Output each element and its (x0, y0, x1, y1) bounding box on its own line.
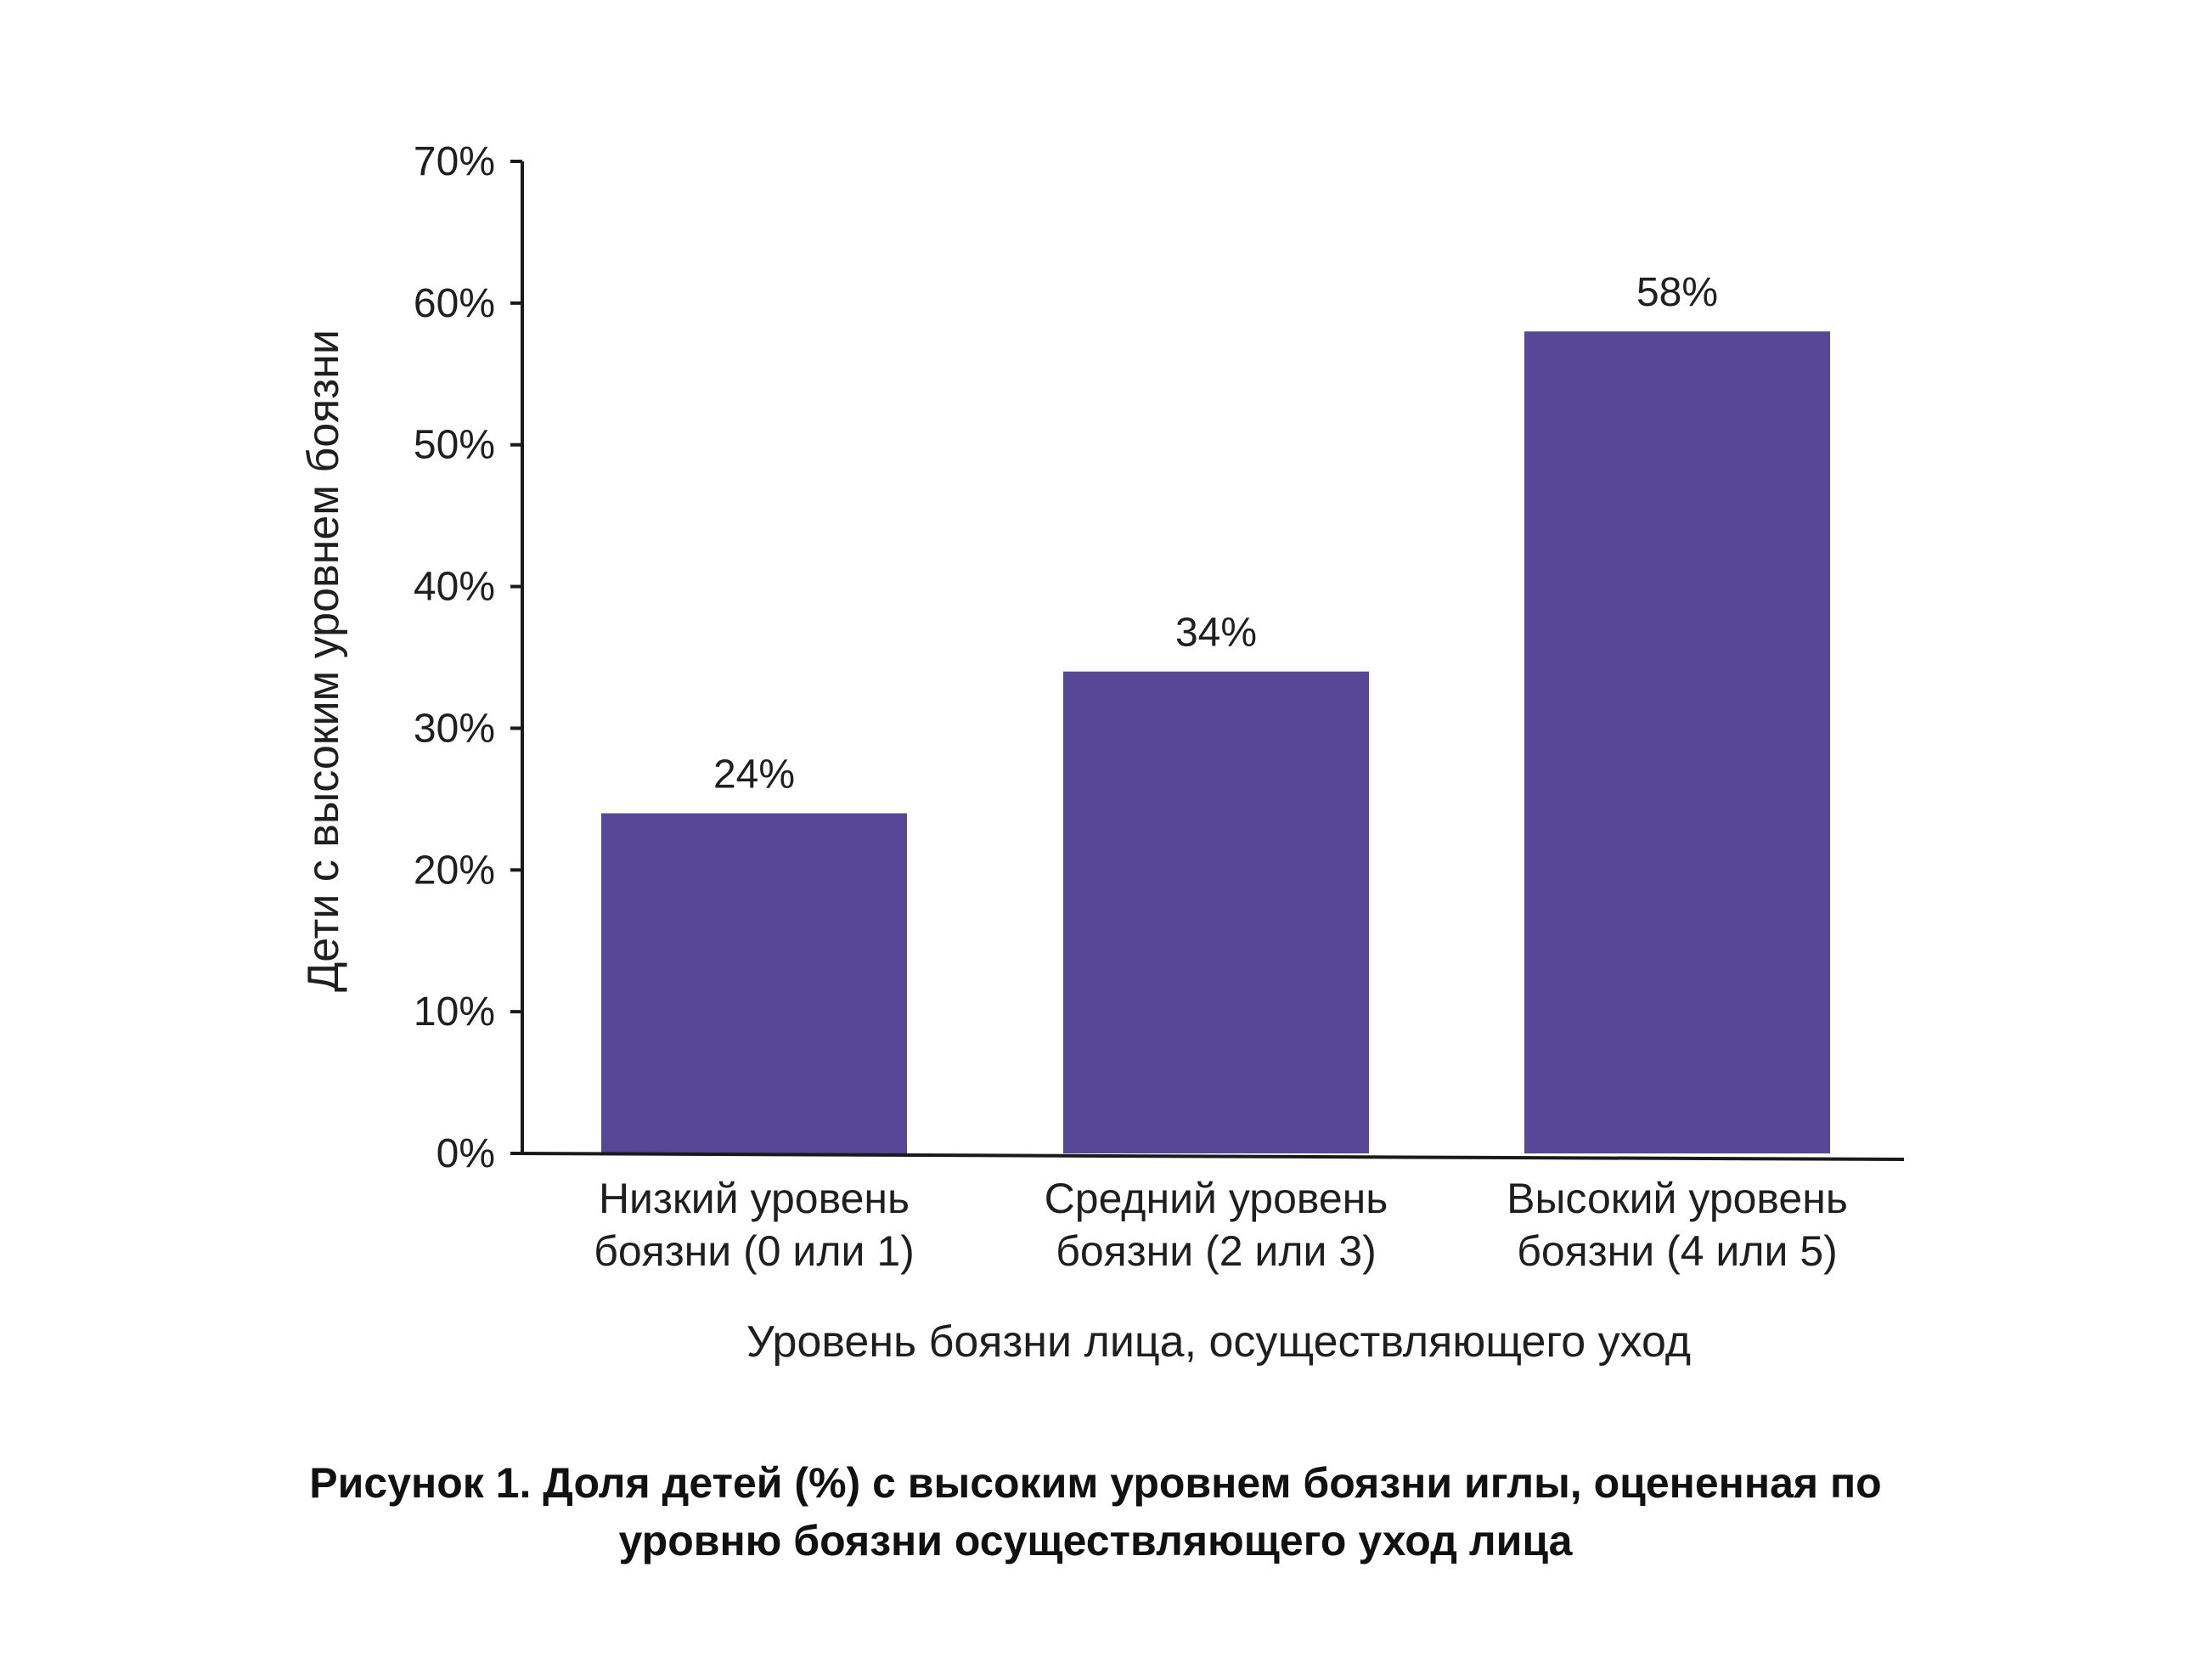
caption-line-2: уровню боязни осуществляющего уход лица (618, 1517, 1573, 1564)
x-axis-title: Уровень боязни лица, осуществляющего ухо… (746, 1317, 1691, 1367)
figure-caption: Рисунок 1. Доля детей (%) с высоким уров… (0, 1454, 2191, 1570)
data-label: 34% (1175, 611, 1257, 656)
bars: 24% 34% 58% (601, 270, 1830, 1153)
x-tick-label-line: боязни (0 или 1) (594, 1227, 915, 1275)
data-label: 24% (713, 753, 795, 798)
x-tick-label-line: Низкий уровень (599, 1175, 910, 1222)
y-tick-label: 10% (414, 989, 495, 1034)
y-tick-label: 60% (414, 281, 495, 326)
y-tick-label: 50% (414, 423, 495, 468)
x-tick-label-line: Средний уровень (1045, 1175, 1388, 1222)
bar (601, 813, 907, 1153)
y-tick-label: 40% (414, 565, 495, 610)
y-tick-label: 70% (414, 139, 495, 184)
y-tick-label: 20% (414, 848, 495, 893)
caption-line-1: Рисунок 1. Доля детей (%) с высоким уров… (309, 1459, 1882, 1507)
x-tick-label: Низкий уровень боязни (0 или 1) (594, 1175, 915, 1275)
x-tick-label: Высокий уровень боязни (4 или 5) (1507, 1175, 1848, 1275)
x-tick-label-line: боязни (2 или 3) (1056, 1227, 1377, 1275)
bar (1063, 671, 1369, 1153)
x-axis-line (513, 1152, 1905, 1161)
y-axis: 0% 10% 20% 30% 40% 50% 60% 70% (414, 139, 524, 1176)
data-label: 58% (1636, 270, 1718, 315)
y-tick-label: 30% (414, 706, 495, 751)
x-tick-label-line: Высокий уровень (1507, 1175, 1848, 1222)
y-axis-title: Дети с высоким уровнем боязни (299, 330, 348, 992)
bar (1524, 331, 1830, 1153)
y-tick-label: 0% (437, 1131, 495, 1176)
x-axis: Низкий уровень боязни (0 или 1) Средний ур… (513, 1152, 1905, 1275)
x-tick-label: Средний уровень боязни (2 или 3) (1045, 1175, 1388, 1275)
x-tick-label-line: боязни (4 или 5) (1517, 1227, 1838, 1275)
